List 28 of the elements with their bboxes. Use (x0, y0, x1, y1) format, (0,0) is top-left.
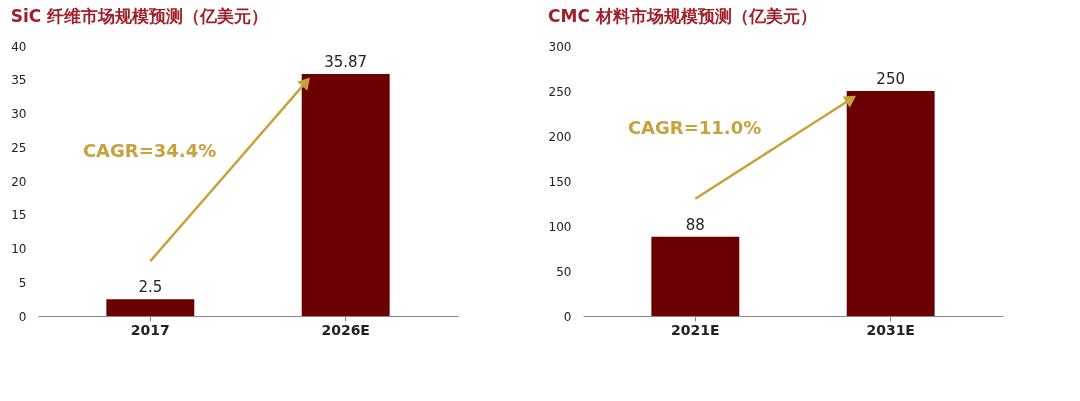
y-tick-label: 10 (11, 242, 27, 256)
y-tick-label: 50 (556, 264, 572, 279)
chart-title: CMC 材料市场规模预测（亿美元） (548, 6, 817, 26)
chart-title: SiC 纤维市场规模预测（亿美元） (10, 6, 269, 26)
y-tick-label: 15 (11, 208, 27, 223)
x-tick-label: 2017 (130, 321, 170, 338)
y-tick-label: 5 (18, 275, 27, 290)
x-tick-label: 2026E (321, 321, 370, 338)
y-tick-label: 300 (548, 39, 572, 54)
data-label: 88 (685, 215, 705, 234)
y-tick-label: 0 (563, 309, 572, 324)
y-tick-label: 200 (548, 129, 572, 144)
y-tick-label: 0 (18, 309, 27, 324)
x-tick-label: 2031E (866, 321, 915, 338)
annotation: CAGR=11.0% (627, 116, 762, 138)
y-tick-label: 150 (548, 174, 572, 189)
y-tick-label: 30 (11, 107, 27, 121)
x-tick-label: 2021E (671, 321, 720, 338)
data-label: 35.87 (324, 52, 368, 71)
y-tick-label: 25 (11, 140, 27, 155)
y-tick-label: 20 (11, 174, 27, 189)
data-label: 2.5 (138, 278, 163, 297)
y-tick-label: 250 (548, 84, 572, 99)
y-tick-label: 35 (11, 73, 27, 88)
data-label: 250 (876, 70, 905, 88)
annotation: CAGR=34.4% (82, 139, 217, 161)
y-tick-label: 40 (11, 39, 27, 54)
y-tick-label: 100 (548, 219, 572, 234)
